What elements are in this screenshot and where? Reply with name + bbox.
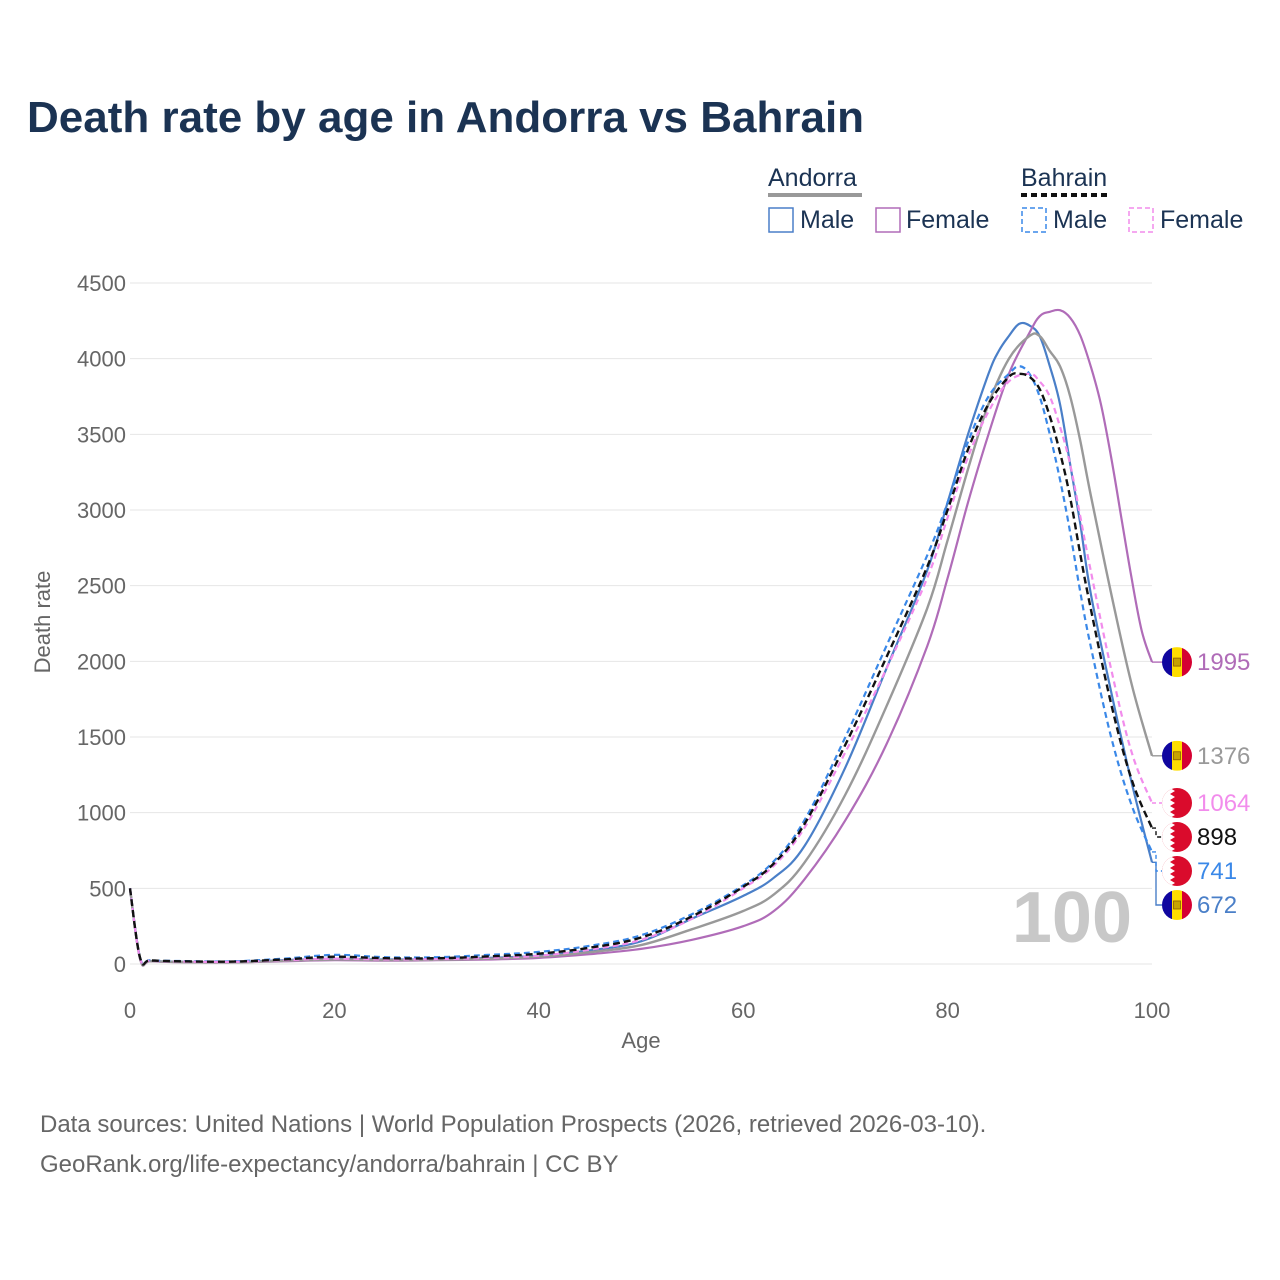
bahrain-flag-icon (1162, 855, 1192, 886)
end-label-bahrain-male: 741 (1197, 858, 1237, 885)
x-tick-label: 80 (935, 998, 959, 1023)
x-tick-label: 100 (1134, 998, 1171, 1023)
end-label-bahrain-total: 898 (1197, 824, 1237, 851)
x-tick-label: 0 (124, 998, 136, 1023)
series-line-bahrain-total (128, 372, 1154, 966)
year-watermark: 100 (1012, 878, 1132, 958)
y-tick-label: 3500 (77, 422, 126, 447)
andorra-flag-icon (1162, 889, 1192, 920)
y-tick-label: 1000 (77, 801, 126, 826)
source-line-1: Data sources: United Nations | World Pop… (40, 1111, 986, 1138)
y-tick-label: 2000 (77, 649, 126, 674)
x-axis-label: Age (621, 1028, 660, 1053)
end-label-andorra-male: 672 (1197, 892, 1237, 919)
series-lines (128, 308, 1154, 967)
y-tick-label: 500 (89, 876, 126, 901)
bahrain-flag-icon (1162, 787, 1192, 818)
series-line-andorra-total (128, 332, 1154, 967)
y-axis-label: Death rate (30, 571, 55, 674)
legend-bahrain-male-label: Male (1053, 206, 1107, 234)
legend-bahrain-female-swatch (1128, 207, 1154, 233)
x-tick-label: 60 (731, 998, 755, 1023)
y-tick-label: 1500 (77, 725, 126, 750)
legend-andorra-male-swatch (768, 207, 794, 233)
series-line-andorra-female (128, 308, 1154, 967)
x-tick-label: 40 (527, 998, 551, 1023)
andorra-flag-icon (1162, 740, 1192, 771)
series-line-andorra-male (128, 321, 1154, 967)
legend-bahrain-female-label: Female (1160, 206, 1243, 234)
gridlines (130, 282, 1152, 965)
connector-bahrain-male (1152, 851, 1162, 872)
chart-title: Death rate by age in Andorra vs Bahrain (27, 93, 864, 142)
bahrain-flag-icon (1162, 821, 1192, 852)
end-label-andorra-total: 1376 (1197, 743, 1250, 770)
legend-andorra-female-label: Female (906, 206, 989, 234)
y-tick-label: 3000 (77, 498, 126, 523)
legend-andorra-male-label: Male (800, 206, 854, 234)
series-line-bahrain-male (128, 365, 1154, 966)
connector-andorra-male (1152, 861, 1162, 906)
legend: Andorra Male Female Bahrain Male Female (768, 164, 1243, 234)
legend-country-andorra: Andorra (768, 164, 857, 192)
legend-bahrain-male-swatch (1021, 207, 1047, 233)
series-line-bahrain-female (128, 372, 1154, 967)
legend-country-bahrain: Bahrain (1021, 164, 1107, 192)
source-line-2: GeoRank.org/life-expectancy/andorra/bahr… (40, 1151, 619, 1178)
y-tick-label: 4000 (77, 347, 126, 372)
end-label-bahrain-female: 1064 (1197, 790, 1250, 817)
y-tick-label: 2500 (77, 574, 126, 599)
legend-andorra-female-swatch (875, 207, 901, 233)
andorra-flag-icon (1162, 647, 1192, 678)
connector-bahrain-total (1152, 827, 1162, 838)
end-labels: 672 1995 1376 741 1064 898 (1152, 647, 1250, 920)
y-tick-label: 4500 (77, 271, 126, 296)
y-tick-label: 0 (114, 952, 126, 977)
x-tick-label: 20 (322, 998, 346, 1023)
end-label-andorra-female: 1995 (1197, 649, 1250, 676)
y-axis: 0 500 1000 1500 2000 2500 3000 3500 4000 4500 (77, 271, 126, 977)
x-axis: 0 20 40 60 80 100 (124, 998, 1170, 1023)
